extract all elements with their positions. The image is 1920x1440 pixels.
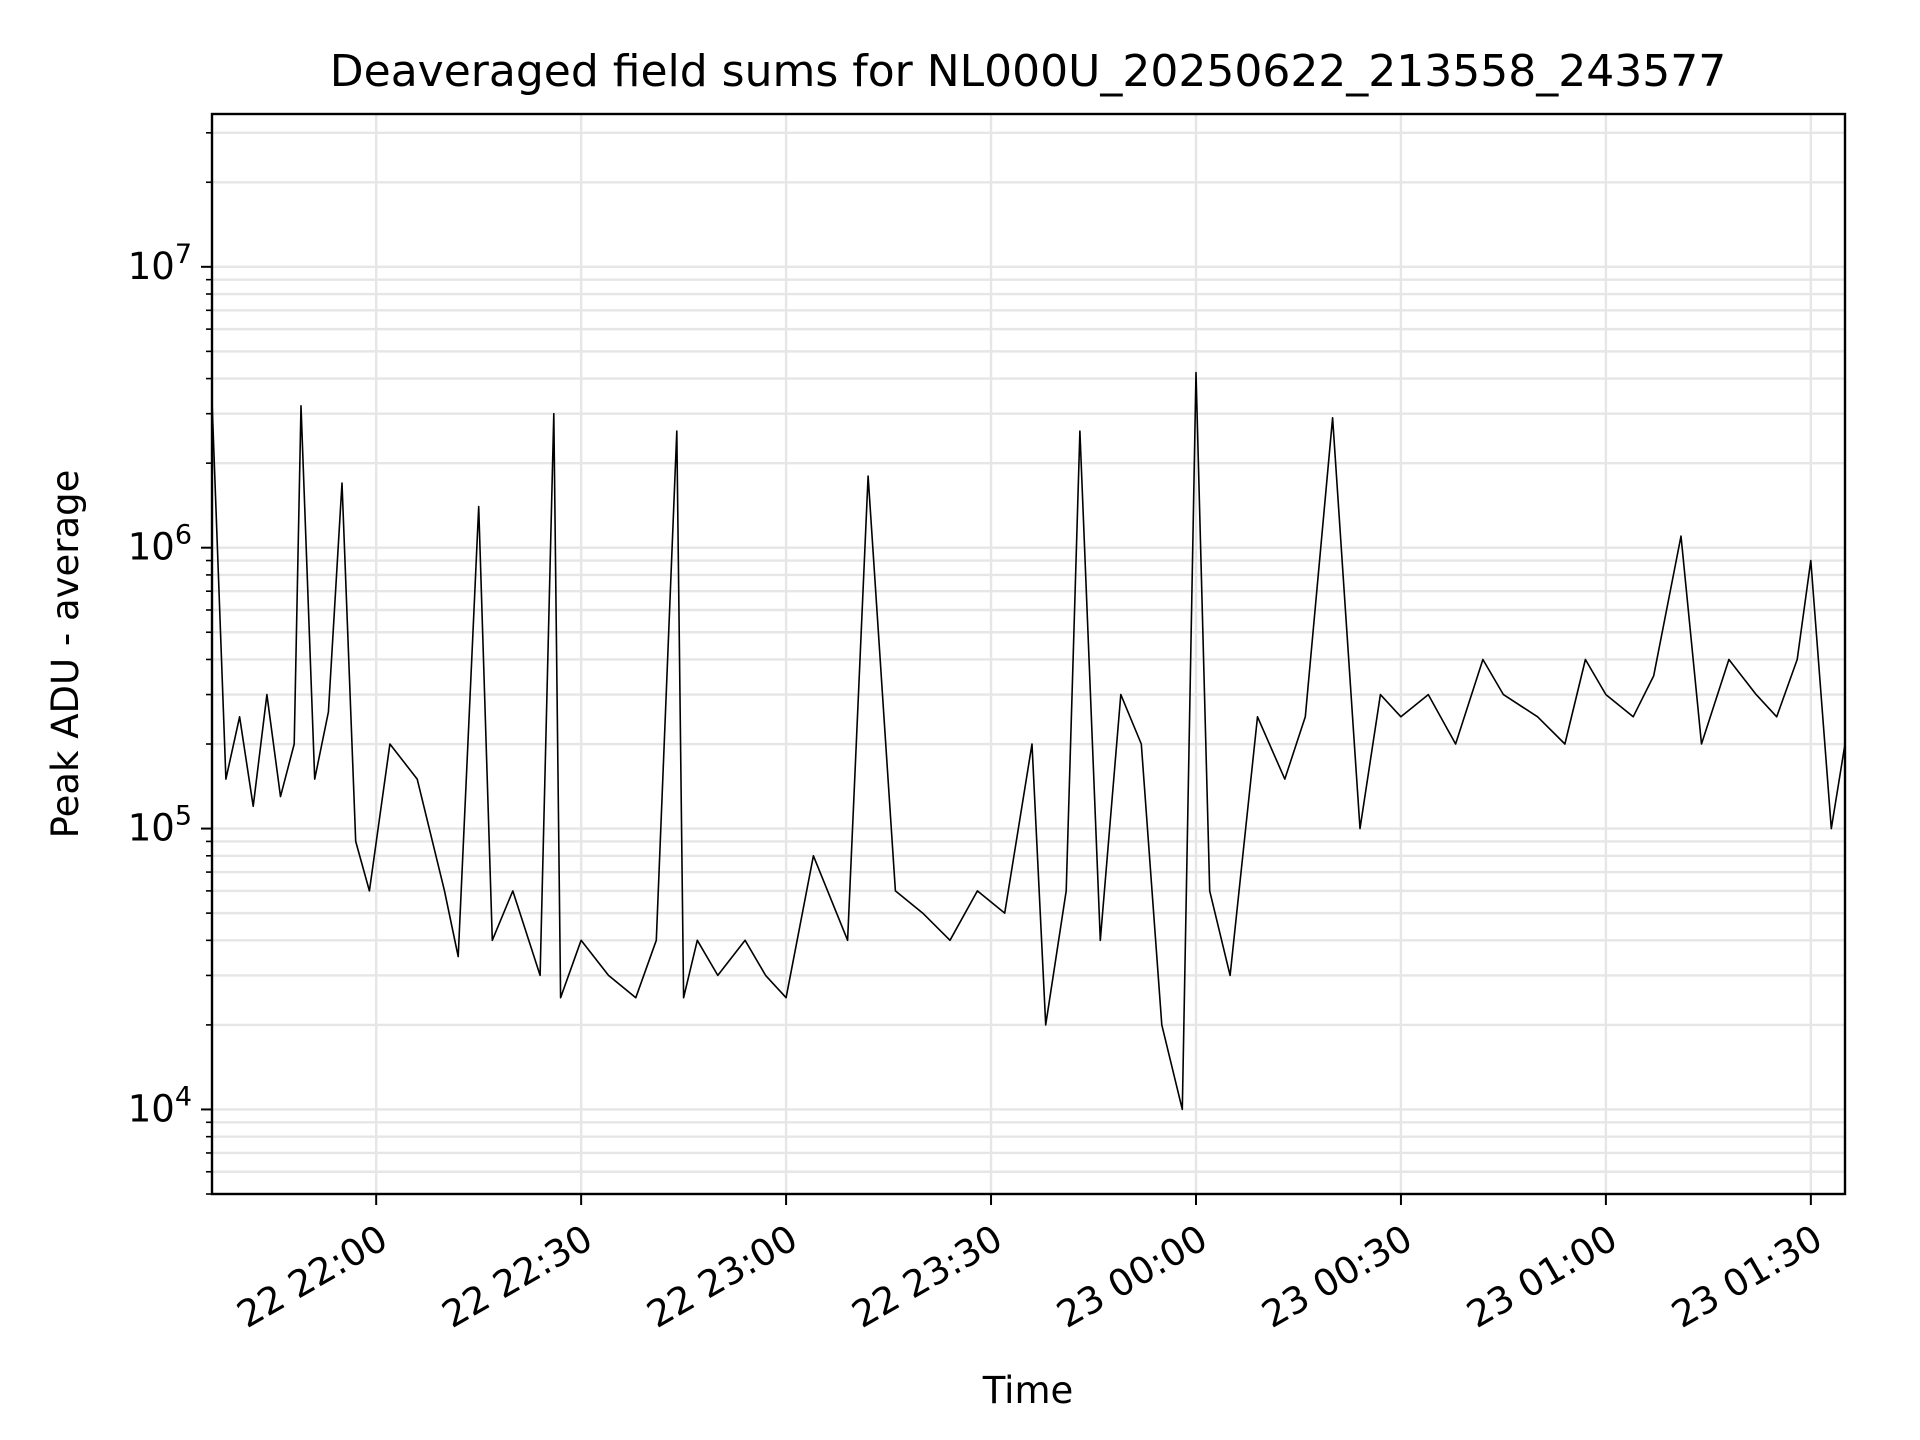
y-axis: 104 105 106 107 bbox=[128, 132, 212, 1195]
series bbox=[211, 371, 1846, 1111]
grid bbox=[212, 114, 1845, 1196]
data-line bbox=[211, 371, 1846, 1111]
y-tick-label: 105 bbox=[128, 801, 192, 850]
plot-frame bbox=[210, 112, 1847, 1196]
x-axis-label: Time bbox=[982, 1369, 1074, 1412]
y-tick-label: 106 bbox=[128, 520, 192, 569]
y-tick-label: 104 bbox=[128, 1081, 192, 1130]
y-tick-label: 107 bbox=[128, 239, 192, 288]
chart-title: Deaveraged field sums for NL000U_2025062… bbox=[330, 46, 1726, 97]
y-axis-label: Peak ADU - average bbox=[44, 470, 87, 839]
